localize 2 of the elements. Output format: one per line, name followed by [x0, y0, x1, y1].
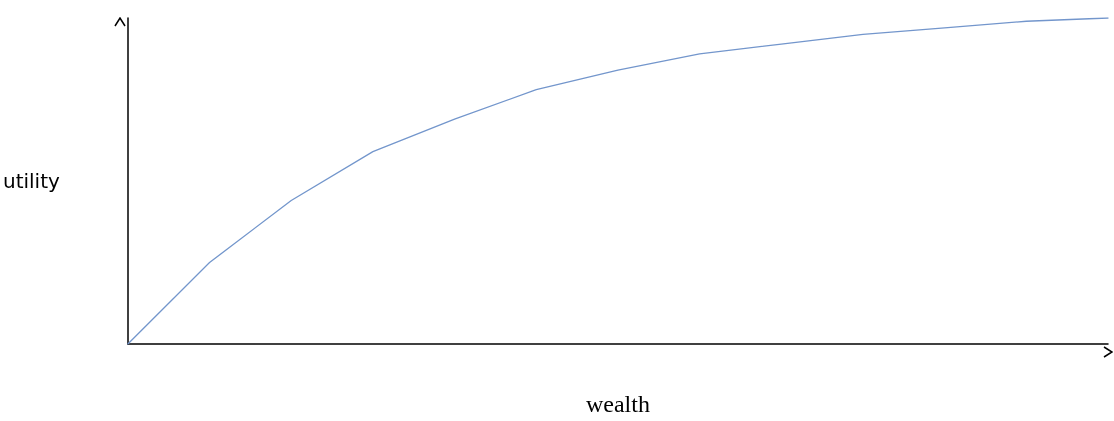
y-axis-title: utility [2, 169, 61, 193]
x-axis-title: wealth [585, 391, 650, 417]
